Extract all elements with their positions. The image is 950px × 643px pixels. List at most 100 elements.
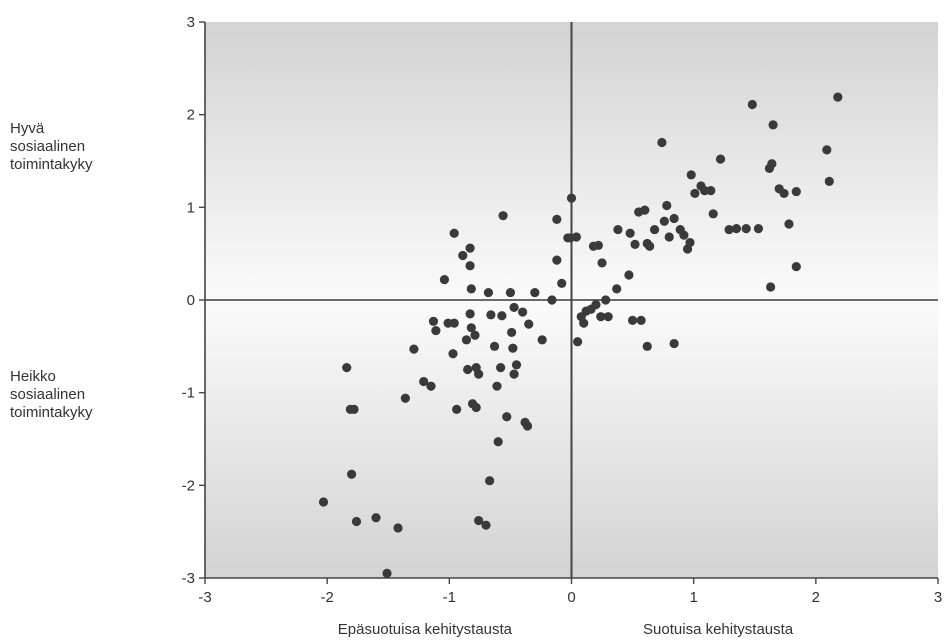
y-tick-label: -3	[182, 570, 195, 587]
data-point	[474, 515, 484, 526]
data-point	[465, 243, 475, 253]
data-point	[463, 364, 473, 375]
data-point	[612, 284, 622, 294]
data-point	[640, 205, 650, 215]
data-point	[486, 310, 496, 320]
data-point	[465, 261, 475, 271]
data-point	[511, 360, 522, 370]
data-point	[481, 520, 491, 530]
data-point	[347, 469, 357, 479]
data-point	[664, 232, 674, 242]
x-tick-label: -3	[198, 589, 211, 606]
data-point	[426, 381, 436, 391]
data-point	[458, 250, 468, 261]
data-point	[649, 224, 660, 235]
data-point	[669, 213, 679, 224]
data-point	[579, 318, 589, 328]
x-tick-label: 2	[812, 589, 820, 606]
data-point	[767, 159, 777, 169]
data-point	[505, 287, 516, 298]
data-point	[645, 241, 655, 251]
data-point	[731, 224, 742, 234]
zero-lines	[205, 22, 938, 578]
data-point	[382, 568, 392, 578]
data-point	[448, 349, 458, 359]
data-point	[784, 219, 794, 229]
data-point	[428, 316, 439, 326]
data-point	[791, 262, 801, 272]
data-point	[747, 99, 757, 110]
data-point	[573, 337, 583, 347]
data-point	[557, 278, 567, 288]
y-tick-label: -2	[182, 477, 195, 494]
data-point	[498, 211, 508, 221]
data-point	[409, 344, 419, 354]
data-point	[768, 120, 778, 130]
data-point	[690, 188, 700, 199]
data-point	[502, 412, 512, 422]
data-point	[613, 224, 623, 235]
data-point	[524, 319, 534, 329]
data-point	[522, 421, 533, 431]
y-caption-negative-line-3: toimintakyky	[10, 404, 93, 421]
data-point	[496, 363, 506, 373]
data-point	[474, 369, 484, 379]
data-point	[685, 237, 695, 248]
data-point	[509, 302, 519, 313]
data-point	[552, 214, 562, 224]
data-point	[497, 311, 507, 321]
data-point	[466, 323, 476, 333]
data-point	[547, 295, 557, 305]
data-point	[824, 176, 834, 186]
y-tick-label: -1	[182, 385, 195, 402]
y-caption-positive-line-2: sosiaalinen	[10, 138, 86, 155]
data-point	[659, 216, 669, 226]
x-tick-label: -2	[320, 589, 333, 606]
data-point	[627, 315, 638, 325]
data-point	[597, 258, 607, 268]
data-point	[596, 312, 606, 322]
data-point	[657, 137, 667, 148]
data-point	[669, 338, 679, 349]
tick-labels: 3 2 1 0 -1 -2 -3-3 -2 -1 0 1 2 3	[182, 14, 943, 606]
x-tick-label: 1	[689, 589, 697, 606]
data-point	[822, 145, 832, 155]
data-point	[791, 186, 801, 197]
data-point	[566, 193, 577, 203]
data-point	[706, 186, 716, 196]
data-point	[493, 437, 503, 447]
data-point	[461, 335, 472, 345]
data-point	[393, 523, 403, 533]
x-tick-label: 0	[567, 589, 575, 606]
x-tick-label: -1	[443, 589, 456, 606]
data-point	[715, 154, 726, 164]
y-caption-positive-line-1: Hyvä	[10, 120, 45, 137]
data-point	[489, 341, 500, 351]
data-point	[642, 341, 652, 351]
y-tick-label: 0	[187, 292, 195, 309]
x-caption-negative: Epäsuotuisa kehitystausta	[338, 621, 513, 638]
data-point	[449, 228, 459, 238]
data-point	[603, 312, 613, 322]
data-point	[530, 287, 540, 298]
data-point	[318, 497, 329, 507]
data-point	[741, 224, 751, 234]
data-point	[492, 381, 502, 391]
data-point	[351, 516, 362, 527]
data-point	[507, 327, 517, 338]
data-point	[708, 209, 718, 219]
data-point	[662, 200, 672, 211]
data-point	[779, 188, 789, 199]
data-point	[509, 369, 519, 379]
data-point	[465, 309, 475, 319]
data-point	[679, 230, 689, 240]
data-point	[449, 318, 459, 328]
data-point	[636, 315, 646, 325]
data-point	[724, 224, 734, 235]
y-caption-positive: Hyvä sosiaalinen toimintakyky	[10, 120, 93, 174]
data-point	[349, 404, 359, 414]
data-point	[753, 224, 764, 234]
data-point	[552, 255, 562, 265]
data-point	[601, 295, 611, 305]
